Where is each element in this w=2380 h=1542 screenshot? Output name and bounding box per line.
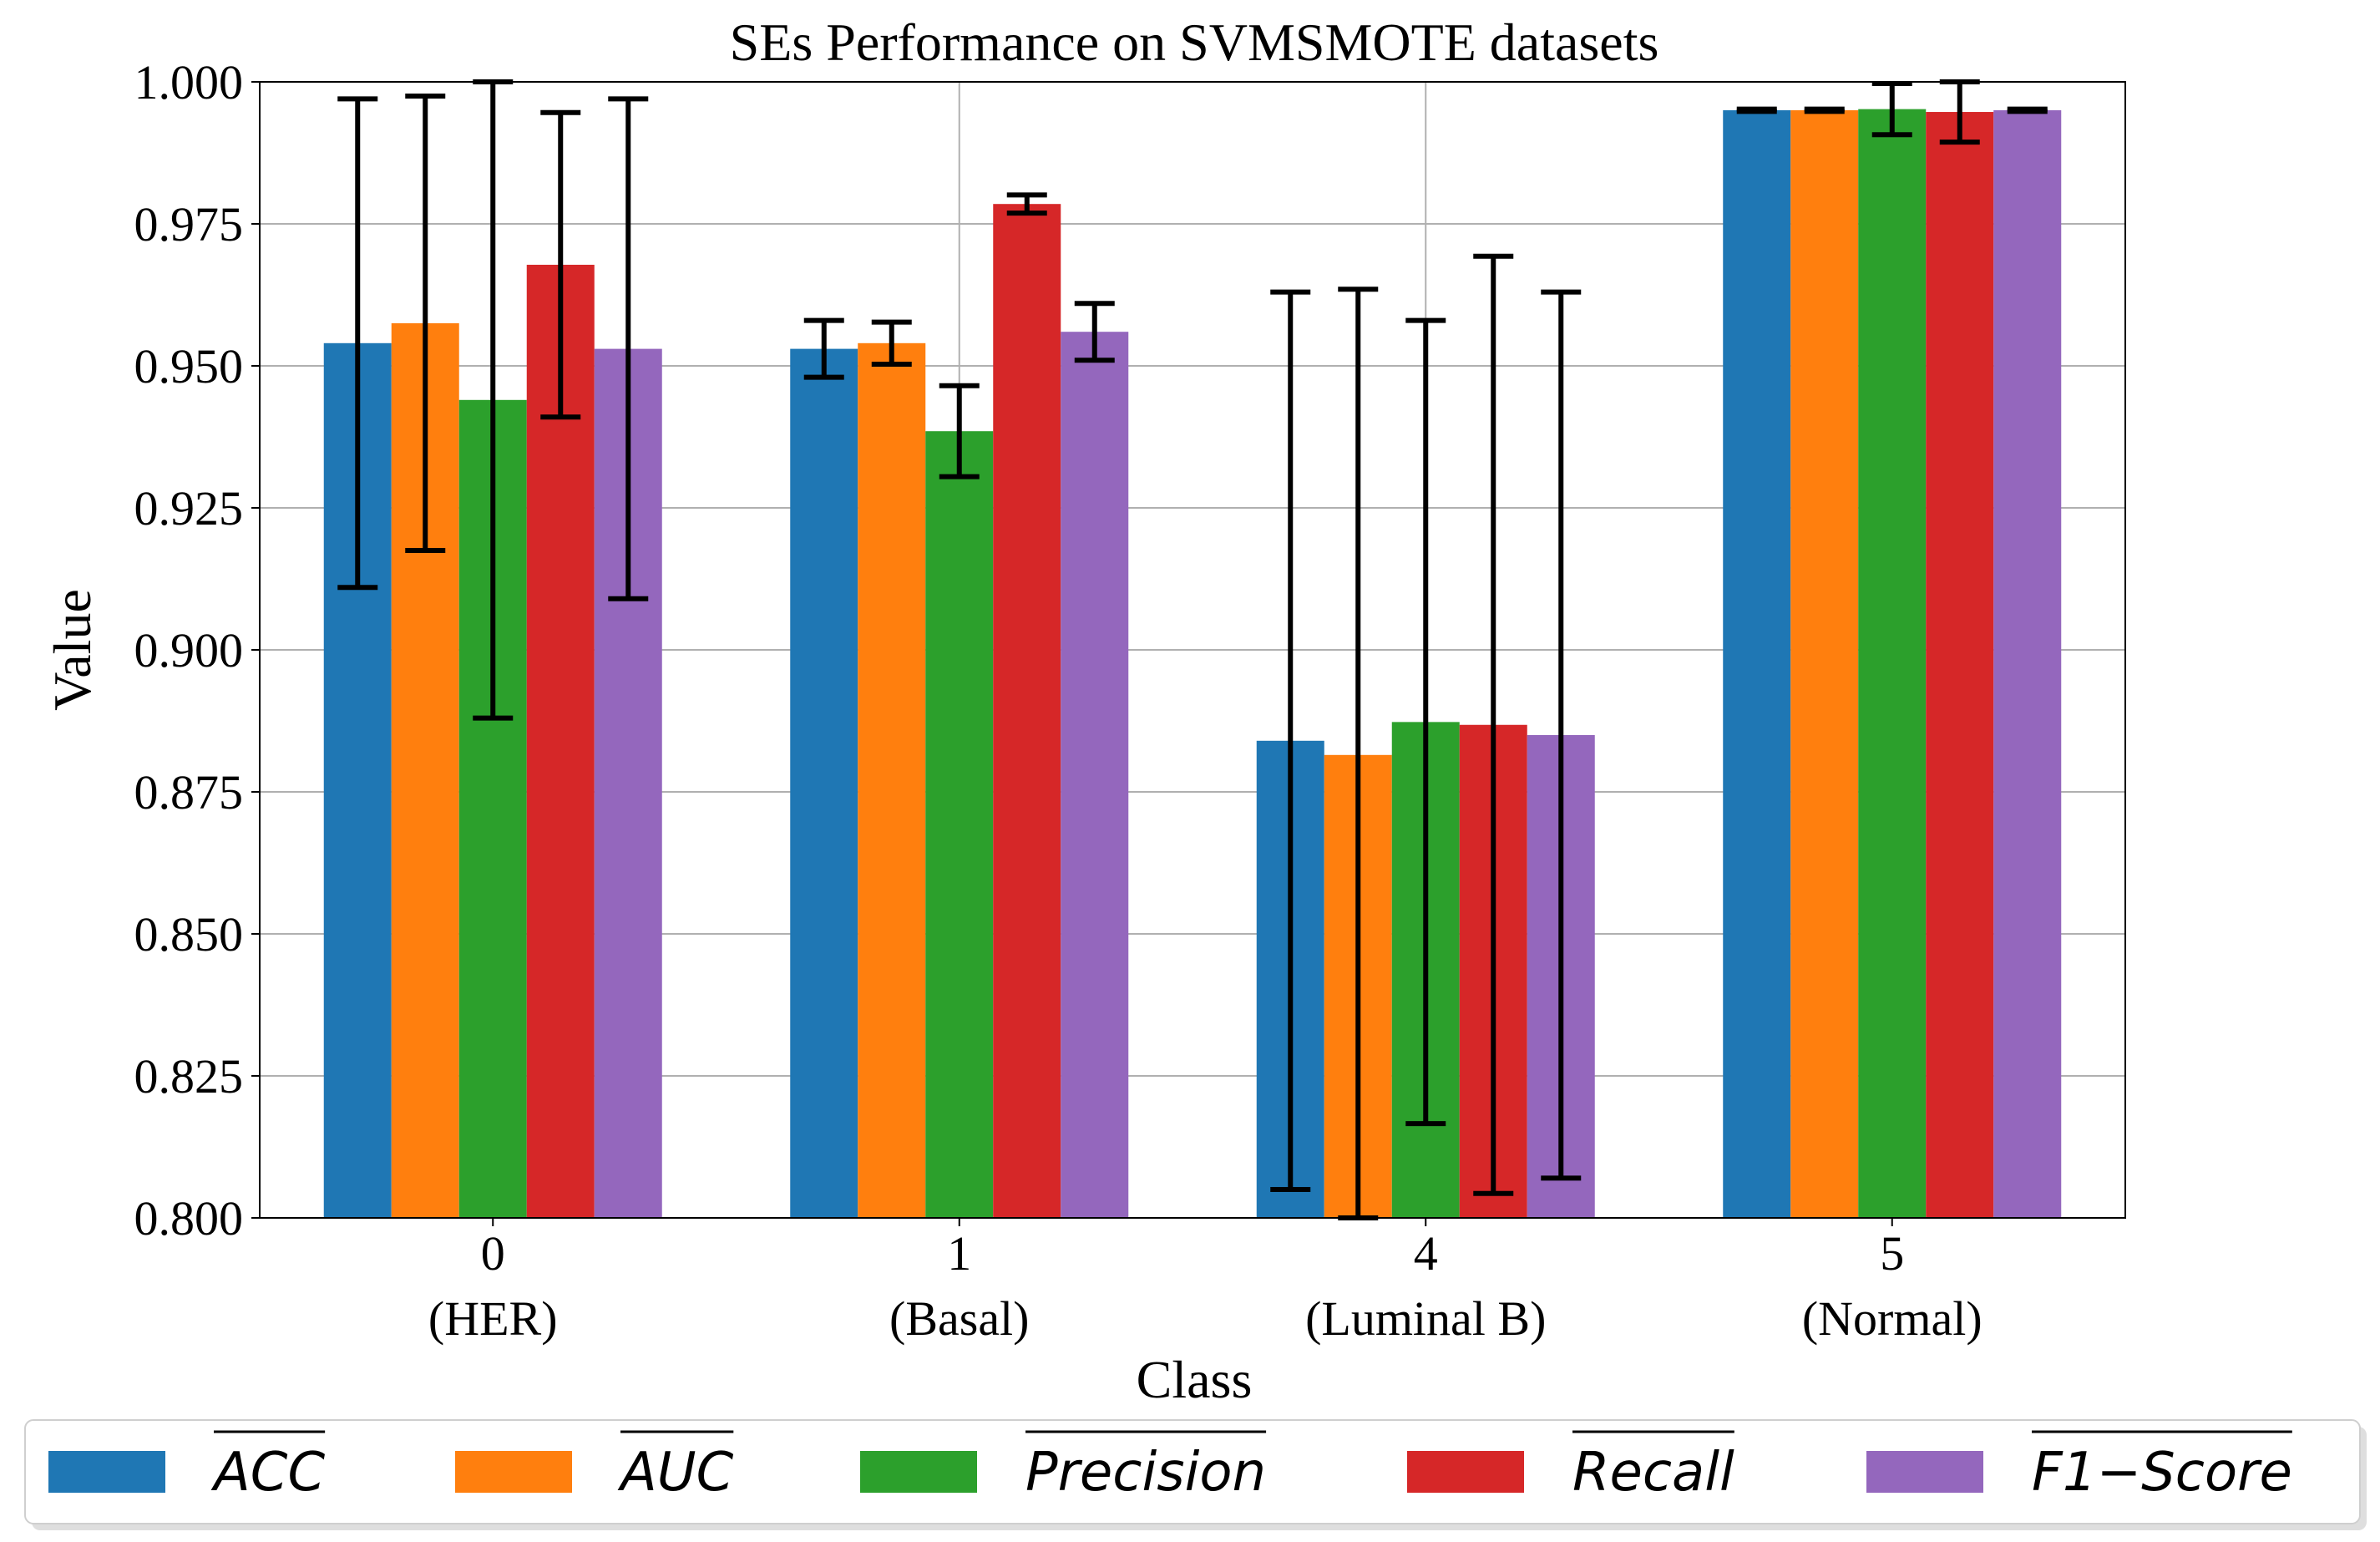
- error-bar-acc-1: [803, 317, 844, 380]
- y-tick-label-5: 0.925: [134, 481, 244, 535]
- error-bar-acc-4: [1270, 289, 1311, 1192]
- legend: ACC AUC Precision Recall F1−Score: [24, 1419, 2367, 1530]
- error-bar-recall-1: [1006, 192, 1047, 216]
- error-bar-f1score-0: [608, 96, 649, 601]
- legend-swatch-auc: [455, 1451, 572, 1493]
- legend-swatch-recall: [1407, 1451, 1524, 1493]
- legend-swatch-precision: [860, 1451, 977, 1493]
- legend-label-auc: AUC: [617, 1442, 734, 1504]
- bar-auc-5: [1790, 110, 1859, 1218]
- legend-items: ACC AUC Precision Recall F1−Score: [48, 1430, 2292, 1504]
- bar-precision-5: [1858, 109, 1927, 1218]
- x-axis-ticks: 0 (HER) 1 (Basal) 4 (Luminal B) 5 (Normal): [428, 1218, 1982, 1346]
- error-bar-recall-4: [1473, 253, 1514, 1196]
- error-bar-auc-1: [871, 319, 912, 367]
- legend-frame: [24, 1419, 2361, 1524]
- error-bar-precision-5: [1871, 81, 1912, 138]
- x-tick-code-0: 0: [481, 1226, 505, 1281]
- y-tick-label-1: 0.825: [134, 1049, 244, 1103]
- y-tick-label-0: 0.800: [134, 1191, 244, 1245]
- bar-recall-0: [526, 264, 595, 1219]
- x-axis-label: Class: [1137, 1350, 1253, 1409]
- x-tick-name-0: (HER): [428, 1291, 558, 1346]
- error-bar-f1score-5: [2007, 106, 2048, 114]
- bar-f1score-5: [1993, 110, 2062, 1218]
- legend-label-precision: Precision: [1025, 1442, 1266, 1504]
- bar-f1score-1: [1061, 332, 1129, 1219]
- legend-label-acc: ACC: [210, 1442, 325, 1504]
- error-bar-recall-0: [540, 109, 581, 420]
- y-tick-label-6: 0.950: [134, 339, 244, 393]
- error-bar-auc-5: [1804, 106, 1845, 114]
- x-tick-name-1: (Basal): [889, 1291, 1030, 1346]
- y-tick-label-2: 0.850: [134, 907, 244, 961]
- error-bar-f1score-1: [1074, 301, 1115, 363]
- error-bar-precision-1: [939, 383, 980, 479]
- bar-auc-1: [858, 342, 926, 1218]
- legend-label-f1score: F1−Score: [2032, 1442, 2292, 1504]
- y-axis-ticks: 0.800 0.825 0.850 0.875 0.900 0.925 0.950 0.975…: [134, 55, 260, 1245]
- x-tick-code-3: 5: [1880, 1226, 1904, 1281]
- x-tick-name-2: (Luminal B): [1305, 1291, 1546, 1346]
- y-tick-label-8: 1.000: [134, 55, 244, 109]
- x-tick-code-1: 1: [947, 1226, 971, 1281]
- y-tick-label-7: 0.975: [134, 197, 244, 251]
- bar-acc-1: [790, 348, 858, 1219]
- chart-title: SEs Performance on SVMSMOTE datasets: [730, 13, 1659, 72]
- bar-acc-5: [1723, 110, 1791, 1218]
- error-bar-auc-0: [405, 94, 446, 553]
- bars-layer: [323, 109, 2062, 1219]
- legend-swatch-f1score: [1866, 1451, 1983, 1493]
- bar-precision-1: [925, 431, 994, 1218]
- bar-recall-5: [1926, 112, 1994, 1218]
- x-tick-code-2: 4: [1414, 1226, 1438, 1281]
- y-axis-label: Value: [43, 589, 102, 711]
- error-bars-layer: [337, 79, 2048, 1220]
- error-bar-f1score-4: [1541, 289, 1582, 1181]
- y-tick-label-3: 0.875: [134, 765, 244, 819]
- legend-label-recall: Recall: [1572, 1442, 1734, 1504]
- error-bar-acc-0: [337, 96, 378, 591]
- bar-recall-1: [993, 204, 1061, 1219]
- y-tick-label-4: 0.900: [134, 623, 244, 677]
- x-tick-name-3: (Normal): [1802, 1291, 1982, 1346]
- error-bar-precision-4: [1405, 317, 1446, 1127]
- legend-swatch-acc: [48, 1451, 165, 1493]
- error-bar-acc-5: [1736, 106, 1777, 114]
